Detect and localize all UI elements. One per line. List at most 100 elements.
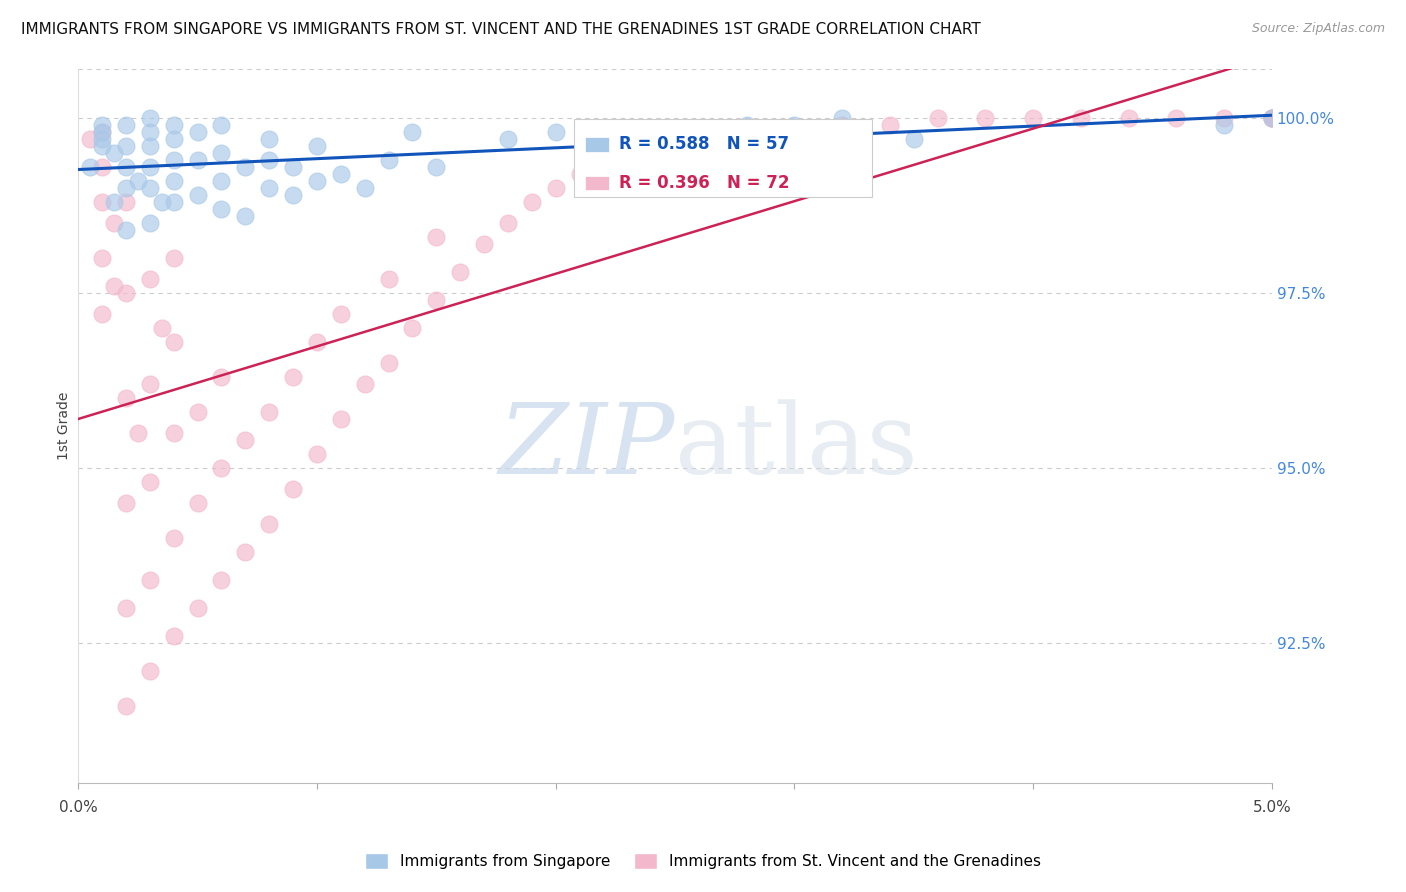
Point — [186, 153, 208, 167]
Point — [162, 425, 184, 440]
Point — [162, 173, 184, 187]
Point — [472, 236, 495, 251]
Point — [592, 145, 614, 160]
Point — [568, 167, 591, 181]
Point — [401, 320, 423, 334]
Point — [139, 664, 162, 678]
Point — [139, 160, 162, 174]
Point — [927, 111, 949, 125]
Point — [139, 475, 162, 489]
Point — [688, 131, 710, 145]
Point — [209, 202, 232, 216]
Point — [186, 496, 208, 510]
Point — [233, 433, 256, 447]
Point — [449, 264, 471, 278]
Point — [115, 180, 138, 194]
Point — [353, 376, 375, 391]
Point — [139, 271, 162, 285]
Point — [115, 496, 138, 510]
Point — [91, 138, 114, 153]
Point — [79, 160, 101, 174]
Point — [115, 391, 138, 405]
Point — [209, 173, 232, 187]
Point — [186, 404, 208, 418]
Point — [209, 145, 232, 160]
Point — [329, 167, 352, 181]
Point — [150, 320, 173, 334]
Point — [115, 118, 138, 132]
Point — [186, 124, 208, 138]
Point — [377, 271, 399, 285]
Point — [91, 131, 114, 145]
Point — [425, 229, 447, 244]
Point — [257, 516, 280, 531]
Point — [1118, 111, 1140, 125]
Point — [162, 251, 184, 265]
Point — [281, 369, 304, 384]
Point — [783, 118, 806, 132]
Point — [115, 138, 138, 153]
Point — [91, 160, 114, 174]
Point — [496, 131, 519, 145]
Point — [162, 153, 184, 167]
Point — [209, 118, 232, 132]
Point — [162, 194, 184, 209]
Point — [233, 160, 256, 174]
Point — [233, 209, 256, 223]
Point — [233, 544, 256, 558]
Point — [162, 131, 184, 145]
Point — [162, 118, 184, 132]
Point — [139, 376, 162, 391]
Point — [162, 334, 184, 349]
Point — [711, 124, 734, 138]
Text: R = 0.396   N = 72: R = 0.396 N = 72 — [619, 174, 789, 192]
Point — [1261, 111, 1284, 125]
Point — [353, 180, 375, 194]
Point — [127, 425, 149, 440]
Point — [103, 216, 125, 230]
Point — [115, 160, 138, 174]
Point — [139, 180, 162, 194]
Point — [103, 278, 125, 293]
Point — [91, 124, 114, 138]
Point — [281, 482, 304, 496]
Point — [305, 447, 328, 461]
Point — [974, 111, 997, 125]
Point — [103, 194, 125, 209]
Point — [186, 187, 208, 202]
Text: R = 0.588   N = 57: R = 0.588 N = 57 — [619, 136, 789, 153]
Legend: Immigrants from Singapore, Immigrants from St. Vincent and the Grenadines: Immigrants from Singapore, Immigrants fr… — [359, 847, 1047, 875]
Point — [377, 153, 399, 167]
Text: 0.0%: 0.0% — [59, 800, 97, 815]
FancyBboxPatch shape — [585, 176, 609, 190]
Point — [425, 293, 447, 307]
Point — [115, 222, 138, 236]
Point — [305, 138, 328, 153]
Text: IMMIGRANTS FROM SINGAPORE VS IMMIGRANTS FROM ST. VINCENT AND THE GRENADINES 1ST : IMMIGRANTS FROM SINGAPORE VS IMMIGRANTS … — [21, 22, 981, 37]
Point — [544, 124, 567, 138]
Point — [305, 334, 328, 349]
Point — [1022, 111, 1045, 125]
Point — [735, 131, 758, 145]
Point — [592, 160, 614, 174]
Point — [91, 194, 114, 209]
Point — [903, 131, 925, 145]
Point — [209, 460, 232, 475]
Point — [91, 307, 114, 321]
Point — [879, 118, 901, 132]
Point — [281, 187, 304, 202]
Point — [162, 531, 184, 545]
Point — [257, 404, 280, 418]
Point — [139, 138, 162, 153]
Point — [91, 118, 114, 132]
Point — [209, 369, 232, 384]
Text: 5.0%: 5.0% — [1253, 800, 1291, 815]
Point — [688, 131, 710, 145]
Point — [103, 145, 125, 160]
Point — [377, 356, 399, 370]
Point — [425, 160, 447, 174]
Point — [127, 173, 149, 187]
Point — [1166, 111, 1188, 125]
Point — [831, 111, 853, 125]
Point — [1261, 111, 1284, 125]
